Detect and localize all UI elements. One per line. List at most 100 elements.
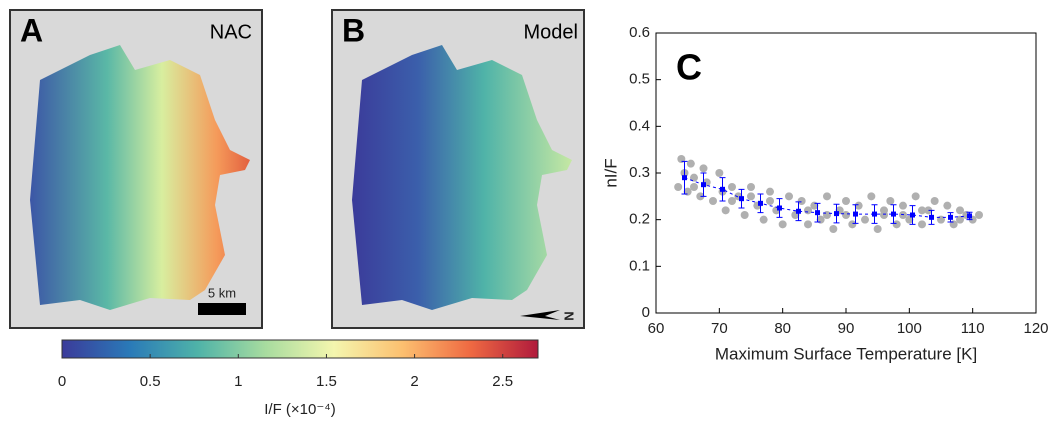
panel-letter: B: [342, 12, 365, 48]
scatter-point: [797, 197, 806, 205]
north-arrow: [520, 310, 560, 320]
scatter-point: [766, 197, 774, 205]
x-axis-label: I/F (×10⁻⁴): [264, 401, 335, 418]
scatter-point: [766, 187, 774, 196]
scatter-chart: 60 70 80 90 100 110 120 0 0.1 0.2 0.3 0.4 0.5 0.6 Maxi…: [601, 24, 1048, 364]
y-tick-label: 0: [642, 304, 650, 321]
colorbar-gradient: [61, 339, 539, 359]
y-tick-label: 0.6: [629, 24, 650, 41]
mean-point: [682, 175, 687, 181]
mean-point: [891, 211, 896, 217]
x-tick-label: 120: [1023, 320, 1048, 337]
scatter-point: [699, 164, 708, 173]
mean-point: [739, 196, 744, 202]
scatter-point: [918, 206, 926, 215]
scatter-point: [886, 197, 895, 205]
scatter-point: [747, 192, 755, 201]
panel-letter: A: [20, 12, 43, 48]
x-tick-label: 80: [774, 320, 791, 337]
scatter-point: [975, 211, 983, 219]
y-tick-label: 0.3: [629, 164, 650, 181]
panel-a: A NAC 5 km: [9, 9, 263, 329]
x-tick-label: 0: [58, 373, 66, 390]
y-axis-label: nI/F: [601, 158, 620, 187]
trend-line: [684, 177, 970, 218]
mean-point: [834, 211, 839, 217]
mean-point: [758, 200, 763, 206]
scatter-point: [690, 183, 698, 191]
map-image: [352, 45, 572, 310]
scatter-point: [924, 206, 933, 215]
x-tick-label: 0.5: [140, 373, 161, 390]
y-tick-label: 0.5: [629, 71, 650, 88]
x-tick-label: 110: [961, 320, 985, 337]
y-tick-label: 0.2: [629, 211, 650, 228]
y-tick-label: 0.1: [629, 257, 650, 274]
scatter-point: [829, 225, 838, 233]
scatter-point: [785, 192, 793, 201]
scatter-point: [804, 220, 812, 229]
scatter-point: [696, 192, 705, 201]
scatter-point: [747, 183, 755, 191]
x-tick-label: 60: [648, 320, 665, 337]
scatter-point: [728, 197, 736, 205]
scatter-point: [943, 201, 952, 210]
plot-frame: [655, 32, 1037, 314]
x-axis-label: Maximum Surface Temperature [K]: [715, 344, 977, 363]
y-tick-label: 0.4: [629, 117, 650, 134]
scatter-point: [715, 169, 724, 177]
mean-point: [872, 211, 877, 217]
north-label: N: [561, 311, 576, 320]
panel-label: Model: [524, 21, 578, 43]
panel-b: B Model N: [331, 9, 585, 329]
scatter-point: [854, 201, 863, 210]
scatter-point: [728, 183, 736, 191]
mean-point: [929, 214, 934, 220]
scatter-point: [709, 197, 717, 205]
scatter-point: [867, 192, 876, 201]
scatter-point: [892, 220, 901, 229]
mean-point: [796, 208, 801, 214]
scatter-point: [911, 192, 920, 201]
scatter-point: [740, 211, 749, 219]
scatter-point: [930, 197, 939, 205]
x-tick-label: 1.5: [316, 373, 337, 390]
x-tick-label: 1: [234, 373, 242, 390]
x-tick-label: 2.5: [492, 373, 513, 390]
mean-point: [701, 182, 706, 188]
mean-point: [910, 212, 915, 218]
scatter-point: [690, 173, 698, 182]
mean-point: [777, 205, 782, 211]
x-tick-label: 2: [410, 373, 418, 390]
scatter-point: [823, 211, 831, 219]
scale-bar: [198, 303, 246, 315]
scatter-point: [759, 215, 768, 224]
panel-label: NAC: [210, 21, 252, 43]
scatter-point: [880, 211, 888, 219]
scatter-point: [842, 211, 850, 219]
panel-letter: C: [676, 47, 702, 88]
scale-label: 5 km: [208, 285, 236, 300]
scatter-point: [842, 197, 850, 205]
mean-point: [853, 211, 858, 217]
x-tick-label: 90: [838, 320, 855, 337]
colorbar: 0 0.5 1 1.5 2 2.5 I/F (×10⁻⁴): [58, 339, 539, 418]
scatter-point: [918, 220, 926, 229]
scatter-point: [674, 183, 683, 191]
scatter-point: [848, 220, 857, 229]
scatter-point: [823, 192, 831, 201]
scatter-point: [956, 206, 964, 215]
mean-point: [948, 214, 953, 220]
scatter-point: [686, 159, 695, 168]
x-tick-label: 100: [897, 320, 922, 337]
mean-point: [967, 213, 972, 219]
scatter-point: [721, 206, 730, 215]
x-tick-label: 70: [711, 320, 728, 337]
scatter-point: [778, 220, 787, 229]
scatter-point: [905, 215, 914, 224]
mean-point: [815, 210, 820, 216]
scatter-point: [804, 206, 812, 215]
map-image: [30, 45, 250, 310]
